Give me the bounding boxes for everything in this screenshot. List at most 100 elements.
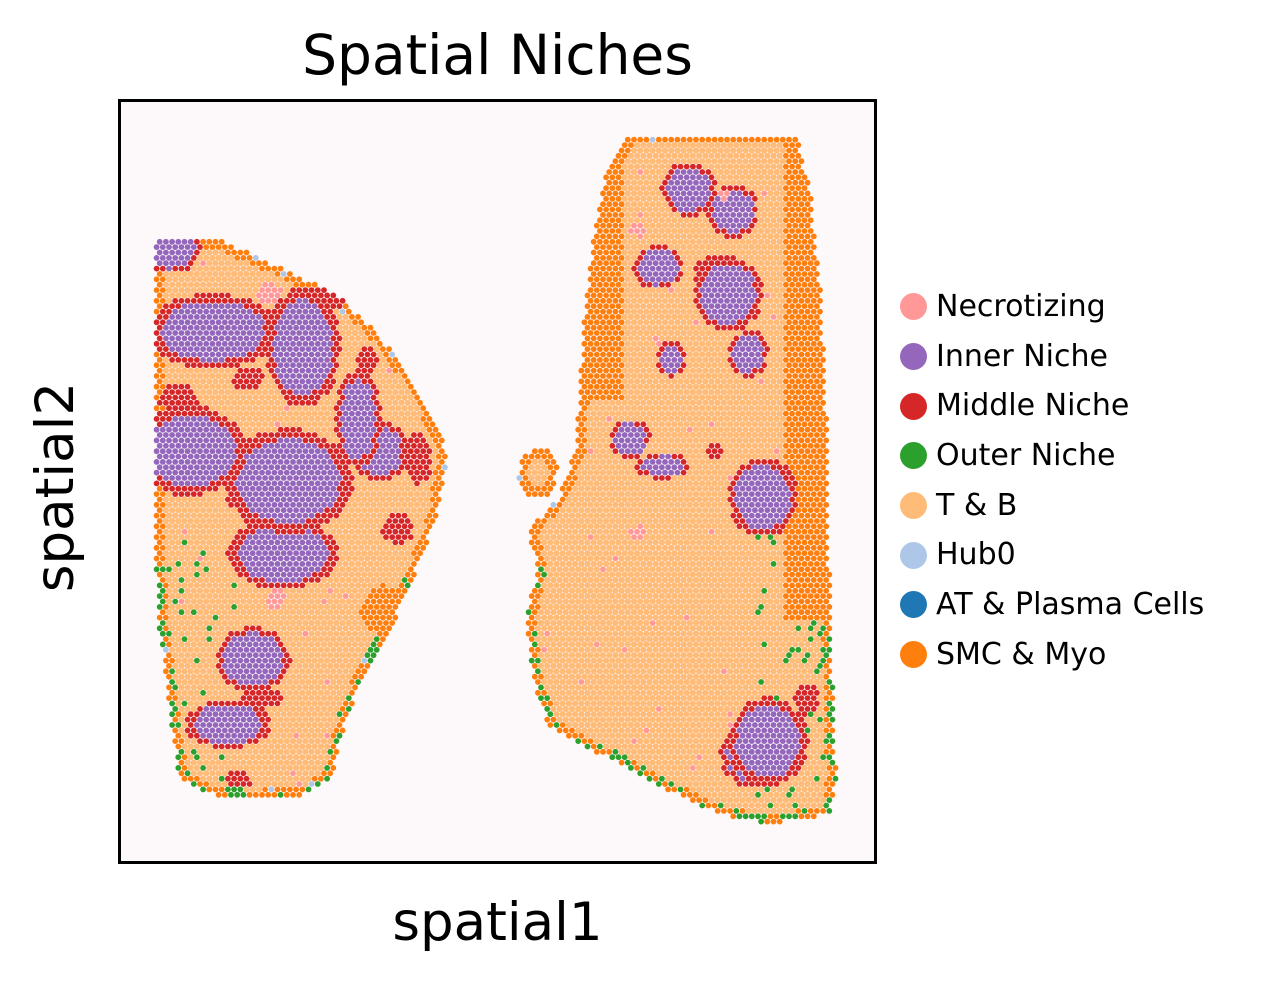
spot-t-b	[761, 329, 768, 337]
spot-t-b	[686, 394, 693, 401]
spot-t-b	[593, 469, 600, 476]
spot-inner-niche	[184, 416, 191, 422]
spot-middle-niche	[231, 421, 237, 428]
spot-inner-niche	[699, 287, 706, 293]
spot-middle-niche	[333, 459, 340, 465]
spot-t-b	[621, 163, 628, 170]
spot-t-b	[773, 297, 780, 304]
spot-t-b	[634, 217, 641, 224]
spot-smc-myo	[801, 271, 808, 277]
spot-inner-niche	[355, 378, 361, 385]
spot-inner-niche	[215, 426, 222, 433]
spot-smc-myo	[153, 362, 160, 369]
spot-t-b	[262, 356, 269, 363]
spot-t-b	[779, 265, 786, 272]
spot-smc-myo	[783, 399, 789, 406]
spot-inner-niche	[686, 179, 693, 186]
spot-t-b	[727, 399, 734, 406]
spot-t-b	[627, 474, 634, 482]
spot-t-b	[627, 152, 634, 159]
spot-middle-niche	[178, 394, 185, 401]
spot-middle-niche	[730, 480, 737, 487]
spot-inner-niche	[256, 507, 262, 514]
spot-t-b	[621, 346, 628, 353]
spot-t-b	[674, 147, 681, 154]
spot-middle-niche	[714, 442, 721, 449]
spot-t-b	[754, 405, 762, 412]
spot-smc-myo	[156, 303, 163, 310]
spot-t-b	[240, 276, 247, 283]
spot-inner-niche	[153, 448, 160, 455]
spot-middle-niche	[302, 437, 309, 444]
spot-t-b	[733, 389, 740, 396]
spot-smc-myo	[801, 357, 808, 363]
spot-smc-myo	[609, 335, 616, 342]
spot-inner-niche	[172, 469, 179, 476]
spot-t-b	[723, 512, 731, 519]
spot-smc-myo	[804, 244, 811, 251]
spot-inner-niche	[268, 464, 275, 471]
spot-t-b	[587, 458, 594, 465]
spot-smc-myo	[156, 281, 163, 288]
spot-t-b	[643, 512, 650, 519]
spot-middle-niche	[414, 469, 420, 476]
spot-inner-niche	[302, 383, 309, 390]
spot-inner-niche	[271, 351, 278, 358]
spot-smc-myo	[795, 453, 802, 460]
spot-t-b	[745, 238, 752, 245]
spot-inner-niche	[206, 303, 213, 310]
spot-middle-niche	[181, 485, 188, 492]
spot-inner-niche	[736, 340, 743, 347]
spot-t-b	[627, 313, 634, 320]
spot-t-b	[680, 523, 687, 530]
spot-smc-myo	[798, 523, 805, 530]
spot-t-b	[224, 507, 231, 514]
spot-t-b	[221, 501, 228, 508]
spot-smc-myo	[783, 357, 789, 363]
spot-inner-niche	[283, 534, 290, 540]
spot-t-b	[680, 244, 687, 251]
spot-t-b	[364, 512, 371, 519]
spot-smc-myo	[786, 276, 792, 283]
spot-middle-niche	[159, 319, 166, 326]
spot-inner-niche	[711, 276, 718, 283]
spot-inner-niche	[203, 416, 210, 422]
spot-t-b	[224, 281, 231, 288]
spot-inner-niche	[305, 357, 312, 363]
spot-middle-niche	[237, 507, 244, 514]
spot-middle-niche	[733, 324, 740, 331]
spot-t-b	[736, 372, 743, 380]
spot-t-b	[767, 211, 774, 218]
spot-t-b	[237, 281, 244, 288]
spot-inner-niche	[342, 399, 349, 406]
spot-t-b	[382, 512, 390, 519]
spot-inner-niche	[761, 523, 768, 530]
spot-smc-myo	[823, 523, 830, 530]
spot-t-b	[643, 383, 650, 390]
spot-middle-niche	[246, 297, 253, 304]
spot-middle-niche	[708, 453, 715, 460]
spot-inner-niche	[178, 437, 185, 444]
spot-t-b	[668, 147, 675, 154]
spot-smc-myo	[600, 308, 606, 315]
spot-smc-myo	[600, 362, 606, 369]
spot-t-b	[413, 426, 421, 433]
spot-middle-niche	[702, 260, 709, 267]
spot-t-b	[612, 480, 619, 487]
spot-middle-niche	[283, 523, 290, 530]
spot-middle-niche	[349, 378, 355, 385]
spot-t-b	[407, 394, 414, 401]
spot-smc-myo	[801, 206, 808, 213]
spot-t-b	[336, 367, 343, 374]
spot-t-b	[169, 270, 176, 278]
spot-inner-niche	[349, 432, 355, 438]
spot-t-b	[175, 367, 182, 374]
spot-inner-niche	[755, 480, 761, 487]
spot-smc-myo	[603, 314, 609, 320]
spot-smc-myo	[801, 346, 808, 352]
spot-smc-myo	[814, 410, 820, 417]
spot-inner-niche	[206, 464, 213, 471]
spot-t-b	[742, 244, 749, 251]
spot-t-b	[686, 147, 693, 154]
spot-t-b	[277, 394, 284, 401]
